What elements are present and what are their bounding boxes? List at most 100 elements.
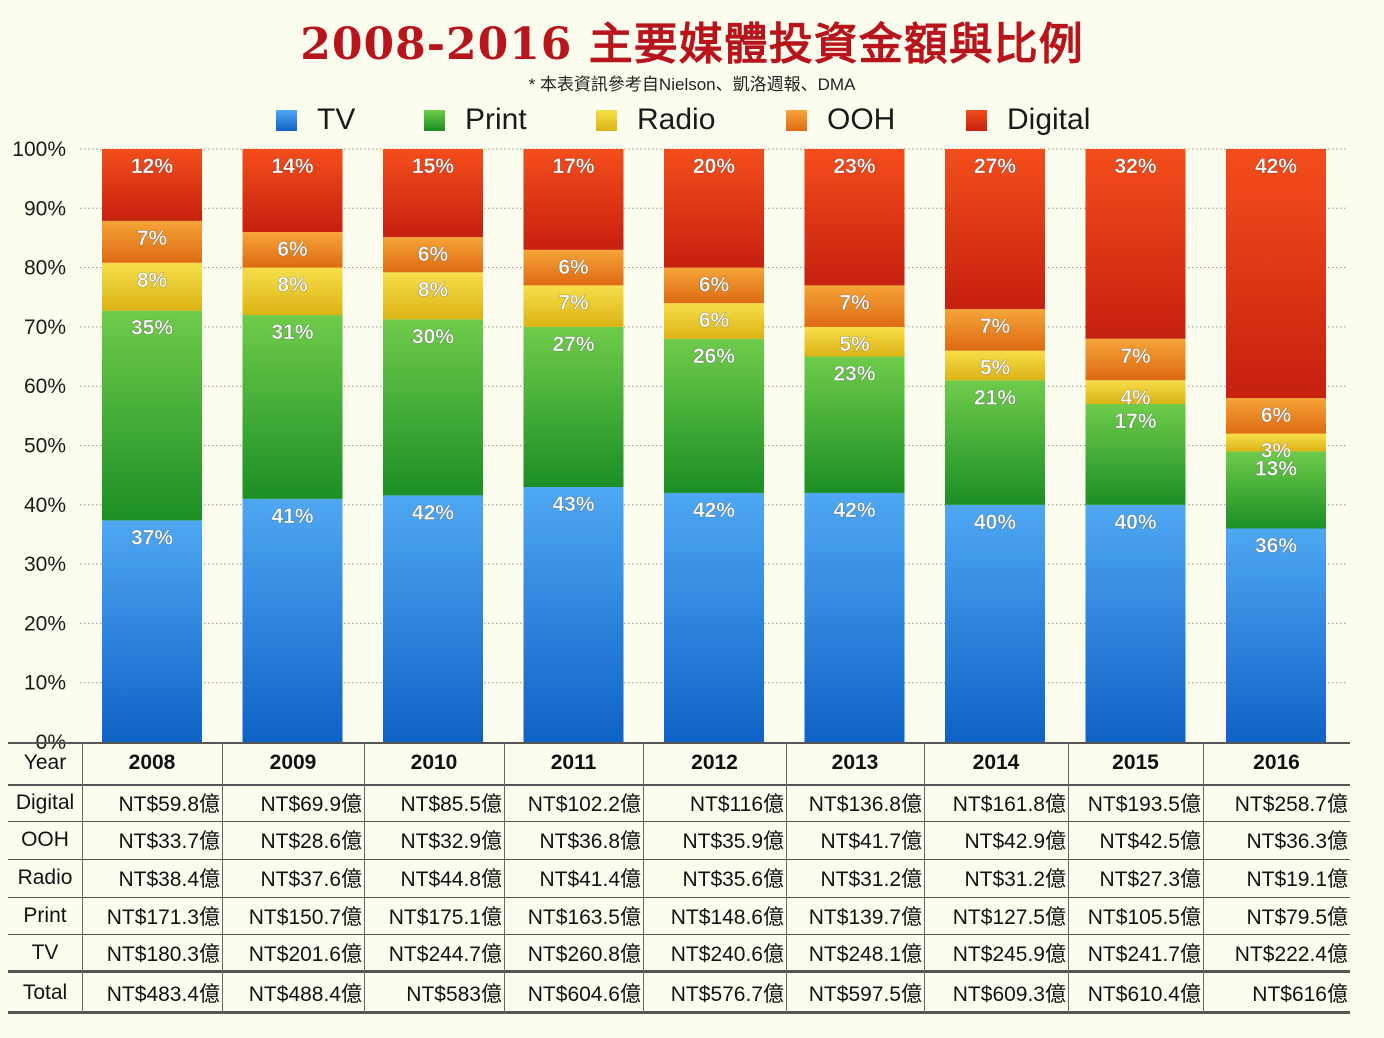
bar-ooh-2010 xyxy=(383,237,483,273)
bar-radio-2014 xyxy=(945,350,1045,381)
bar-label-digital-2009: 14% xyxy=(271,155,313,178)
value-cell: NT$31.2億 xyxy=(820,868,922,891)
bar-label-tv-2011: 43% xyxy=(552,493,594,516)
bar-tv-2011 xyxy=(523,487,624,742)
year-cell: 2008 xyxy=(128,751,176,774)
table-row-total: Total NT$483.4億 NT$488.4億 NT$583億 NT$604.6億 N… xyxy=(8,972,1350,1013)
value-cell: NT$41.4億 xyxy=(539,868,641,891)
year-cell: 2010 xyxy=(410,751,458,774)
bar-radio-2015 xyxy=(1085,380,1186,404)
value-cell: NT$245.9億 xyxy=(952,943,1066,966)
bar-print-2008 xyxy=(102,310,202,521)
value-cell: NT$240.6億 xyxy=(670,943,784,966)
bar-label-tv-2008: 37% xyxy=(131,526,173,549)
row-label: Year xyxy=(23,751,67,774)
bar-label-radio-2009: 8% xyxy=(277,274,308,297)
bar-print-2014 xyxy=(945,380,1045,505)
bar-digital-2010 xyxy=(383,149,483,238)
bar-label-digital-2016: 42% xyxy=(1255,155,1297,178)
y-tick-label: 20% xyxy=(24,612,66,635)
row-label: Digital xyxy=(15,790,75,814)
bar-label-tv-2012: 42% xyxy=(693,499,735,522)
table-bottom-rule xyxy=(8,1011,1350,1014)
value-cell: NT$258.7億 xyxy=(1234,792,1348,816)
bar-label-print-2014: 21% xyxy=(974,386,1016,409)
value-cell: NT$35.6億 xyxy=(682,868,784,891)
legend-swatch-ooh xyxy=(786,109,807,131)
bar-tv-2015 xyxy=(1085,504,1186,742)
legend-item-ooh: OOH xyxy=(786,100,895,140)
table-row-digital: Digital NT$59.8億 NT$69.9億 NT$85.5億 NT$102.2億… xyxy=(8,784,1350,821)
legend-item-digital: Digital xyxy=(966,100,1090,140)
row-label: OOH xyxy=(21,828,69,851)
y-tick-label: 40% xyxy=(24,494,66,517)
value-cell: NT$44.8億 xyxy=(400,868,502,891)
table-rule xyxy=(8,934,1350,935)
bar-label-digital-2012: 20% xyxy=(693,155,735,178)
value-cell: NT$38.4億 xyxy=(118,868,220,891)
bar-tv-2016 xyxy=(1226,528,1326,742)
value-cell: NT$42.9億 xyxy=(964,830,1066,853)
bar-tv-2014 xyxy=(945,504,1045,742)
bar-print-2010 xyxy=(383,319,483,496)
value-cell: NT$32.9億 xyxy=(400,830,502,853)
y-tick-label: 10% xyxy=(24,672,66,695)
table-column-divider xyxy=(504,742,505,1013)
bar-label-tv-2013: 42% xyxy=(833,499,875,522)
bar-label-ooh-2009: 6% xyxy=(277,238,308,261)
table-top-rule xyxy=(8,742,1350,744)
value-cell: NT$201.6億 xyxy=(248,943,362,966)
legend-item-radio: Radio xyxy=(596,100,715,140)
bar-ooh-2009 xyxy=(242,232,343,268)
y-tick-label: 80% xyxy=(24,257,66,280)
bar-print-2012 xyxy=(664,338,764,493)
bar-digital-2009 xyxy=(242,149,343,233)
bar-label-ooh-2015: 7% xyxy=(1120,345,1151,368)
value-cell: NT$150.7億 xyxy=(248,905,362,929)
row-label: Radio xyxy=(17,866,73,889)
bar-tv-2012 xyxy=(664,492,764,742)
bar-label-tv-2010: 42% xyxy=(412,501,454,524)
y-tick-label: 60% xyxy=(24,375,66,398)
bar-label-radio-2016: 3% xyxy=(1261,440,1292,463)
bars xyxy=(102,149,1326,742)
table-row-ooh: OOH NT$33.7億 NT$28.6億 NT$32.9億 NT$36.8億 NT$35… xyxy=(8,821,1350,859)
bar-label-radio-2015: 4% xyxy=(1120,386,1151,409)
bar-label-ooh-2013: 7% xyxy=(839,291,870,314)
row-label: Print xyxy=(23,903,67,927)
year-cell: 2013 xyxy=(831,751,879,774)
value-cell: NT$136.8億 xyxy=(808,792,922,816)
value-cell: NT$37.6億 xyxy=(260,868,362,891)
bar-label-tv-2015: 40% xyxy=(1114,511,1156,534)
table-column-divider xyxy=(82,742,83,1013)
y-tick-label: 100% xyxy=(12,138,66,161)
value-cell: NT$139.7億 xyxy=(808,905,922,929)
table-header-row: Year 2008 2009 2010 2011 2012 2013 2014 2015 2016 xyxy=(8,742,1350,784)
value-cell: NT$33.7億 xyxy=(118,830,220,853)
bar-label-digital-2011: 17% xyxy=(552,155,594,178)
bar-label-digital-2014: 27% xyxy=(974,155,1016,178)
bar-ooh-2011 xyxy=(523,249,624,286)
bar-radio-2016 xyxy=(1226,433,1326,452)
year-cell: 2014 xyxy=(972,751,1020,774)
bar-radio-2008 xyxy=(102,262,202,311)
table-rule xyxy=(8,821,1350,822)
value-cell: NT$116億 xyxy=(689,792,784,816)
value-cell: NT$260.8億 xyxy=(527,943,641,966)
bar-ooh-2008 xyxy=(102,220,202,263)
bar-digital-2013 xyxy=(804,149,905,286)
bar-digital-2008 xyxy=(102,149,202,221)
value-cell: NT$583億 xyxy=(406,982,502,1006)
bar-label-tv-2009: 41% xyxy=(271,505,313,528)
chart-title: 2008-2016 主要媒體投資金額與比例 xyxy=(300,19,1084,70)
chart-source-note: * 本表資訊參考自Nielson、凱洛週報、DMA xyxy=(528,75,856,94)
legend-swatch-tv xyxy=(276,109,297,131)
bar-radio-2009 xyxy=(242,267,343,316)
bar-digital-2012 xyxy=(664,149,764,268)
legend-label: Digital xyxy=(1007,103,1091,136)
value-cell: NT$41.7億 xyxy=(820,830,922,853)
year-cell: 2012 xyxy=(691,751,738,774)
legend-label: OOH xyxy=(827,103,896,136)
bar-label-ooh-2011: 6% xyxy=(558,256,589,279)
value-cell: NT$36.8億 xyxy=(539,830,641,853)
